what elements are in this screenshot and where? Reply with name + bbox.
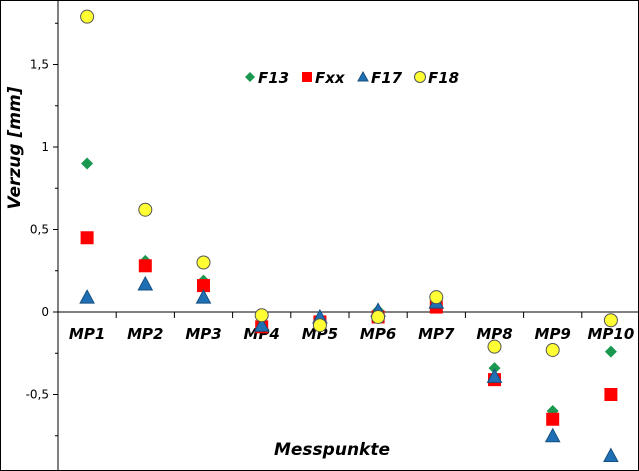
x-tick-label: MP3 xyxy=(185,325,221,343)
legend-label: F13 xyxy=(258,69,289,87)
point-f13-mp10 xyxy=(604,345,617,358)
point-fxx-mp3 xyxy=(197,279,210,293)
legend-item-fxx: Fxx xyxy=(302,69,346,87)
legend-item-f13: F13 xyxy=(245,69,289,87)
point-f17-mp9 xyxy=(544,427,561,443)
point-f13-mp1 xyxy=(81,157,94,170)
legend-marker xyxy=(414,71,426,83)
legend-marker xyxy=(302,72,312,82)
x-tick-label: MP8 xyxy=(476,325,512,343)
y-tick-label: 1 xyxy=(41,140,49,154)
point-f17-mp2 xyxy=(137,275,154,291)
x-tick-label: MP5 xyxy=(302,325,338,343)
y-tick-label: 0 xyxy=(41,305,49,319)
x-tick-label: MP4 xyxy=(244,325,280,343)
point-f18-mp2 xyxy=(138,202,153,217)
point-fxx-mp10 xyxy=(604,388,618,401)
point-f17-mp4 xyxy=(253,317,270,332)
y-tick-label: 1,5 xyxy=(30,58,49,72)
x-axis-label: Messpunkte xyxy=(274,440,390,460)
x-tick-label: MP2 xyxy=(127,325,163,343)
x-tick-label: MP6 xyxy=(360,325,396,343)
legend-label: F17 xyxy=(371,69,403,87)
point-fxx-mp1 xyxy=(80,231,94,245)
legend-item-f17: F17 xyxy=(357,69,403,87)
point-f18-mp3 xyxy=(196,255,211,270)
point-f18-mp4 xyxy=(254,308,269,323)
point-f18-mp5 xyxy=(312,318,327,333)
x-tick-label: MP7 xyxy=(418,325,455,343)
legend-marker xyxy=(357,70,369,82)
legend: F13 Fxx F17 F18 xyxy=(245,69,459,87)
point-f17-mp1 xyxy=(79,289,95,304)
point-f13-mp8 xyxy=(488,362,501,375)
point-f18-mp1 xyxy=(80,9,95,24)
point-fxx-mp2 xyxy=(138,259,152,273)
point-f18-mp6 xyxy=(371,309,386,324)
y-tick-label: -0,5 xyxy=(26,388,49,402)
x-tick-label: MP10 xyxy=(588,325,635,343)
legend-label: F18 xyxy=(428,69,459,87)
x-tick-label: MP1 xyxy=(69,325,105,343)
legend-item-f18: F18 xyxy=(414,69,459,87)
point-f17-mp3 xyxy=(195,289,212,304)
point-fxx-mp9 xyxy=(546,412,560,426)
point-f18-mp10 xyxy=(603,313,618,328)
point-f17-mp8 xyxy=(486,368,503,383)
y-axis-label: Verzug [mm] xyxy=(5,86,25,209)
point-f18-mp8 xyxy=(487,339,502,354)
y-axis: -0,5 0 0,5 1 1,5 xyxy=(26,0,59,471)
legend-label: Fxx xyxy=(315,69,346,87)
legend-marker xyxy=(245,72,255,82)
series-f18 xyxy=(80,9,618,357)
point-f17-mp10 xyxy=(603,447,619,463)
y-tick-label: 0,5 xyxy=(30,223,49,237)
x-axis: MP1 MP2 MP3 MP4 MP5 MP6 MP7 MP8 MP9 MP10 xyxy=(57,311,639,343)
x-tick-label: MP9 xyxy=(535,325,571,343)
point-f18-mp9 xyxy=(545,342,560,357)
point-f18-mp7 xyxy=(429,290,444,305)
data-points xyxy=(79,9,619,463)
